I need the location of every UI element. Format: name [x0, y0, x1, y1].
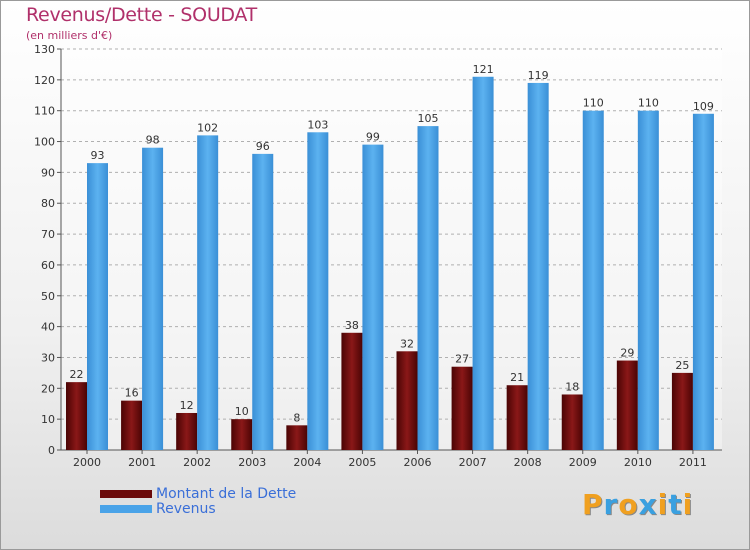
- y-tick-label: 100: [34, 136, 55, 149]
- data-label: 121: [473, 63, 494, 76]
- y-tick-label: 130: [34, 43, 55, 56]
- x-tick-label: 2011: [679, 456, 707, 469]
- bar-dette: [231, 419, 253, 450]
- plot-area: [61, 49, 722, 450]
- data-label: 10: [235, 405, 249, 418]
- data-labels: 22 93 16 98 12 102 10 96 8 103 38 99 32 105 27 121 21 119…: [70, 63, 714, 425]
- bar-revenus: [307, 132, 329, 451]
- data-label: 96: [256, 140, 270, 153]
- bar-dette: [176, 412, 198, 450]
- x-tick-label: 2010: [624, 456, 652, 469]
- bar-dette: [506, 385, 528, 450]
- legend-swatch-revenus: [100, 504, 152, 513]
- data-label: 38: [345, 319, 359, 332]
- data-label: 103: [307, 118, 328, 131]
- bar-revenus: [142, 147, 164, 450]
- bar-revenus: [472, 76, 494, 450]
- y-tick-label: 50: [41, 290, 55, 303]
- y-tick-label: 90: [41, 166, 55, 179]
- bar-revenus: [582, 110, 604, 450]
- x-tick-label: 2003: [238, 456, 266, 469]
- data-label: 99: [366, 131, 380, 144]
- bar-revenus: [527, 82, 549, 450]
- bar-dette: [121, 400, 143, 450]
- data-label: 22: [70, 368, 84, 381]
- x-tick-label: 2006: [404, 456, 432, 469]
- data-label: 98: [146, 134, 160, 147]
- logo-letter: t: [668, 488, 683, 521]
- legend-item-dette: Montant de la Dette: [100, 485, 297, 502]
- data-label: 27: [455, 353, 469, 366]
- data-label: 8: [293, 411, 300, 424]
- axes: 0 10 20 30 40 50 60 70 80 90 100 110 120 130 2000 2001 2…: [34, 43, 722, 469]
- bar-dette: [561, 394, 583, 450]
- x-tick-label: 2000: [73, 456, 101, 469]
- data-label: 110: [638, 97, 659, 110]
- bar-dette: [451, 366, 473, 450]
- data-label: 119: [528, 69, 549, 82]
- data-label: 110: [583, 97, 604, 110]
- y-tick-label: 80: [41, 197, 55, 210]
- x-tick-label: 2009: [569, 456, 597, 469]
- data-label: 109: [693, 100, 714, 113]
- bar-revenus: [87, 163, 108, 450]
- bar-revenus: [692, 113, 714, 451]
- y-tick-label: 70: [41, 228, 55, 241]
- proxiti-logo: Proxiti: [582, 488, 693, 521]
- logo-letter: i: [682, 488, 694, 521]
- bar-revenus: [417, 126, 439, 450]
- data-label: 18: [565, 380, 579, 393]
- y-tick-label: 30: [41, 351, 55, 364]
- bar-dette: [341, 332, 363, 450]
- bar-dette: [616, 360, 638, 450]
- y-tick-label: 110: [34, 105, 55, 118]
- bar-dette: [66, 382, 87, 450]
- data-label: 12: [180, 399, 194, 412]
- y-tick-label: 20: [41, 382, 55, 395]
- data-label: 32: [400, 337, 414, 350]
- x-tick-label: 2002: [183, 456, 211, 469]
- y-tick-label: 40: [41, 321, 55, 334]
- legend: Montant de la Dette Revenus: [100, 485, 297, 517]
- x-tick-label: 2008: [514, 456, 542, 469]
- y-tick-label: 120: [34, 74, 55, 87]
- data-label: 29: [620, 347, 634, 360]
- legend-swatch-dette: [100, 489, 152, 498]
- bar-revenus: [362, 144, 384, 450]
- legend-label-revenus: Revenus: [156, 500, 216, 517]
- bar-revenus: [637, 110, 659, 450]
- bar-dette: [671, 372, 693, 450]
- logo-letter: i: [657, 488, 669, 521]
- data-label: 25: [675, 359, 689, 372]
- legend-label-dette: Montant de la Dette: [156, 485, 297, 502]
- data-label: 102: [197, 121, 218, 134]
- chart-title: Revenus/Dette - SOUDAT: [26, 4, 257, 26]
- bars: [66, 76, 714, 451]
- legend-item-revenus: Revenus: [100, 500, 296, 517]
- data-label: 93: [91, 149, 105, 162]
- y-tick-label: 0: [48, 444, 55, 457]
- logo-letter: x: [638, 488, 658, 521]
- y-tick-label: 60: [41, 259, 55, 272]
- logo-letter: P: [582, 488, 604, 521]
- data-label: 21: [510, 371, 524, 384]
- bar-revenus: [197, 135, 219, 450]
- grid-lines: [61, 48, 722, 450]
- x-tick-label: 2005: [348, 456, 376, 469]
- y-tick-label: 10: [41, 413, 55, 426]
- bar-dette: [396, 351, 418, 450]
- bar-dette: [286, 425, 308, 450]
- data-label: 16: [125, 387, 139, 400]
- x-tick-label: 2004: [293, 456, 321, 469]
- chart-subtitle: (en milliers d'€): [26, 29, 113, 42]
- x-tick-label: 2007: [459, 456, 487, 469]
- logo-letter: o: [618, 488, 639, 521]
- logo-letter: r: [603, 488, 619, 521]
- data-label: 105: [418, 112, 439, 125]
- x-tick-label: 2001: [128, 456, 156, 469]
- bar-revenus: [252, 153, 274, 450]
